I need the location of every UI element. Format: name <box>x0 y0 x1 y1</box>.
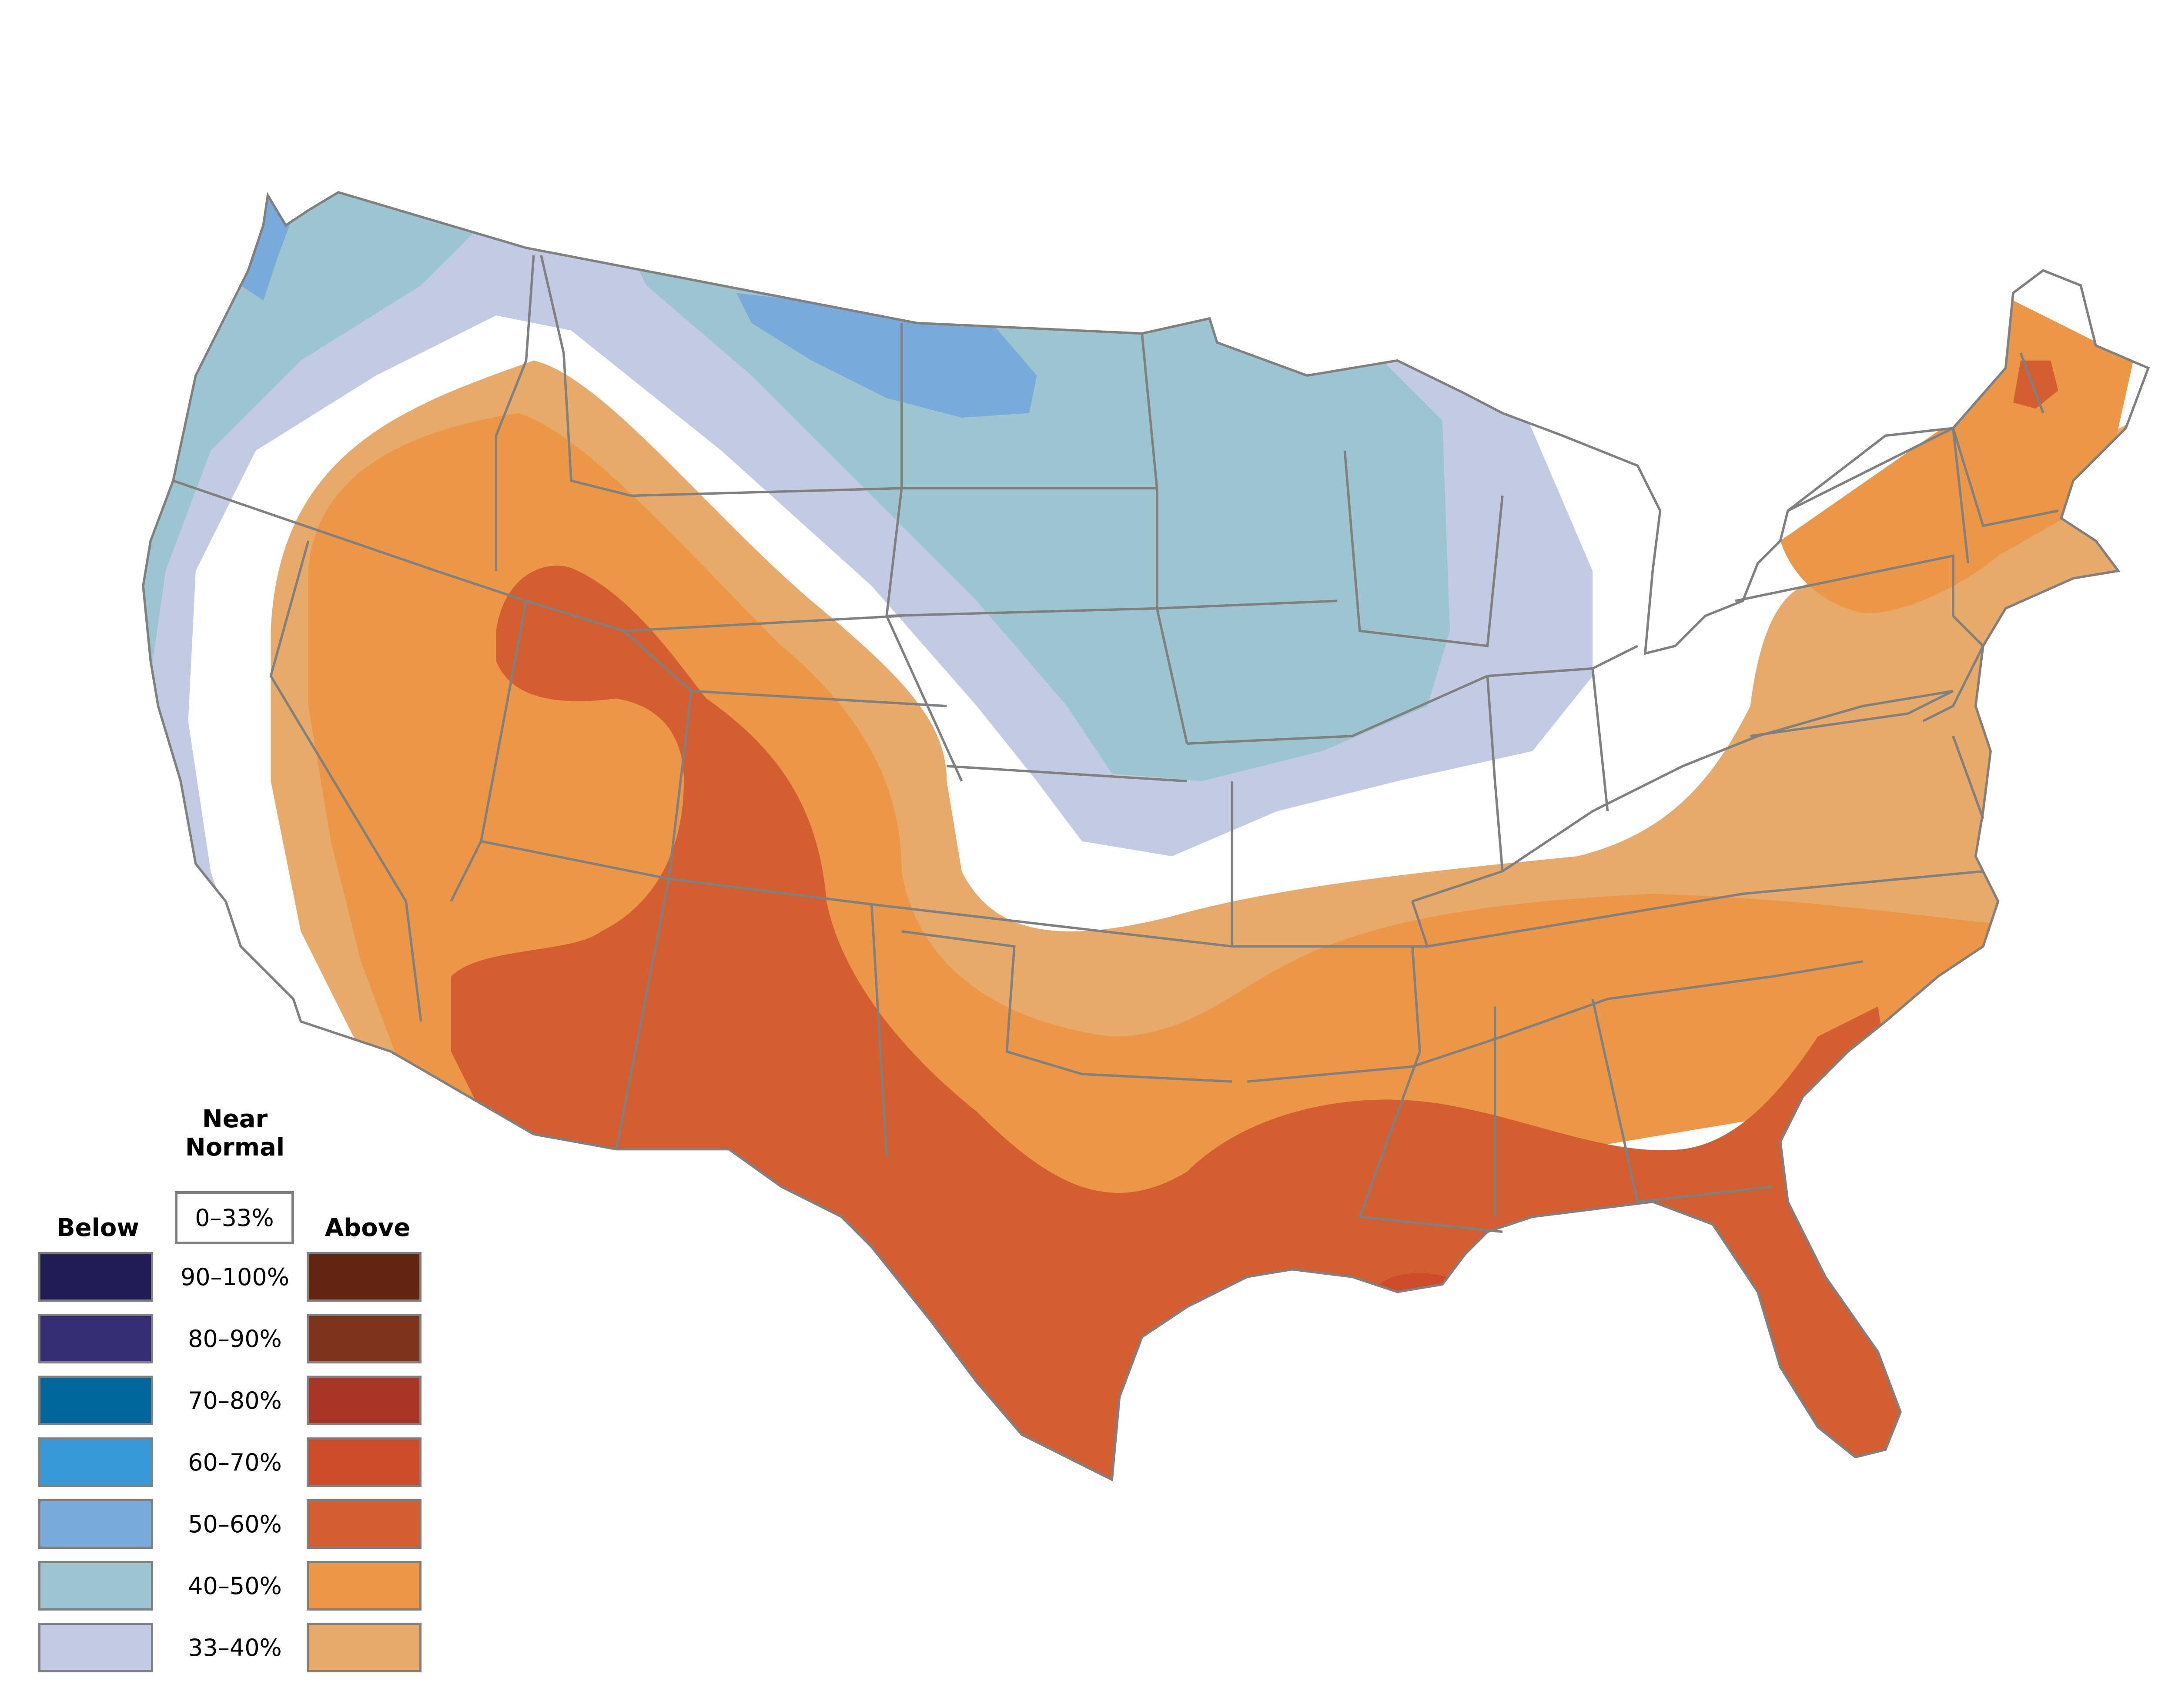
legend-range-label: 80–90% <box>188 1325 282 1353</box>
legend-near-normal-title: Near Normal <box>185 1105 285 1162</box>
legend-swatch-above <box>307 1314 422 1363</box>
legend-swatch-below <box>38 1623 153 1672</box>
legend-swatch-above <box>307 1561 422 1611</box>
legend-swatch-above <box>307 1252 422 1302</box>
legend-swatch-above <box>307 1437 422 1487</box>
legend-above-title: Above <box>325 1214 411 1242</box>
legend-near-normal-range: 0–33% <box>195 1204 274 1232</box>
legend-swatch-above <box>307 1499 422 1549</box>
legend-swatch-below <box>38 1437 153 1487</box>
legend-range-label: 60–70% <box>188 1449 282 1476</box>
state-boundaries <box>143 192 2148 1480</box>
legend-swatch-below <box>38 1314 153 1363</box>
legend-swatch-below <box>38 1499 153 1549</box>
legend-swatch-above <box>307 1376 422 1425</box>
legend-swatch-below <box>38 1561 153 1611</box>
legend-near-normal-swatch: 0–33% <box>175 1191 294 1244</box>
legend-below-title: Below <box>56 1214 140 1242</box>
legend-range-label: 70–80% <box>188 1387 282 1414</box>
legend-swatch-below <box>38 1376 153 1425</box>
legend-swatch-above <box>307 1623 422 1672</box>
zone-below-50-60 <box>241 192 1037 418</box>
legend-range-label: 40–50% <box>188 1572 282 1600</box>
legend-range-label: 50–60% <box>188 1510 282 1538</box>
legend-range-label: 90–100% <box>180 1263 290 1291</box>
legend-swatch-below <box>38 1252 153 1302</box>
legend-range-label: 33–40% <box>188 1634 282 1661</box>
